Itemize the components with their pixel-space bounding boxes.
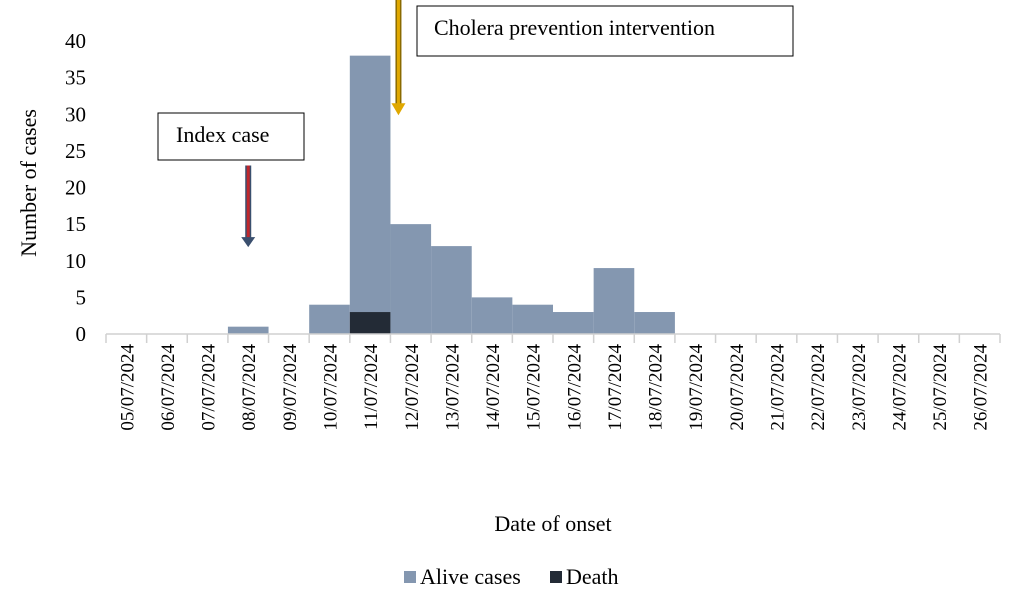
legend-label-death: Death: [566, 564, 619, 589]
bar-alive-cases-11: [553, 312, 594, 334]
bar-alive-cases-7: [390, 224, 432, 334]
x-tick-label: 18/07/2024: [646, 344, 667, 431]
bars-layer: [227, 55, 675, 334]
x-tick-label: 07/07/2024: [199, 344, 220, 431]
x-tick-label: 19/07/2024: [686, 344, 707, 431]
y-tick-label: 35: [65, 66, 86, 90]
bar-alive-cases-5: [309, 304, 350, 334]
bar-alive-cases-12: [593, 268, 635, 334]
index-case-box: [157, 112, 305, 161]
x-tick-label: 22/07/2024: [808, 344, 829, 431]
y-tick-label: 0: [76, 322, 87, 346]
annotations-layer: Index case Cholera prevention interventio…: [157, 0, 794, 248]
x-tick-label: 26/07/2024: [971, 344, 992, 431]
y-tick-label: 25: [65, 139, 86, 163]
y-tick-label: 15: [65, 212, 86, 236]
legend-swatch-death: [550, 571, 562, 583]
bar-alive-cases-8: [431, 246, 472, 334]
axes-layer: 0 5 10 15 20 25 30 35 40 05/07/2024 06/07/2024 07/0…: [65, 29, 1001, 431]
x-tick-label: 06/07/2024: [158, 344, 179, 431]
x-tick-label: 16/07/2024: [564, 344, 585, 431]
bar-alive-cases-9: [471, 297, 513, 334]
y-tick-label: 40: [65, 29, 86, 53]
x-tick-label: 10/07/2024: [321, 344, 342, 431]
x-tick-label: 08/07/2024: [239, 344, 260, 431]
y-tick-label: 5: [76, 285, 87, 309]
x-tick-label: 24/07/2024: [889, 344, 910, 431]
x-tick-label: 25/07/2024: [930, 344, 951, 431]
intervention-arrow-head: [391, 103, 406, 116]
x-tick-label: 20/07/2024: [727, 344, 748, 431]
x-axis-title: Date of onset: [494, 511, 611, 536]
index-case-arrow-head: [241, 237, 256, 248]
x-tick-label: 15/07/2024: [524, 344, 545, 431]
bar-alive-cases-13: [634, 312, 675, 334]
bar-alive-cases-6: [349, 55, 391, 313]
bar-death-6: [349, 312, 391, 334]
x-tick-label: 12/07/2024: [402, 344, 423, 431]
x-tick-label: 09/07/2024: [280, 344, 301, 431]
x-tick-label: 23/07/2024: [849, 344, 870, 431]
bar-alive-cases-3: [227, 326, 269, 334]
legend-swatch-alive-cases: [404, 571, 416, 583]
y-tick-label: 10: [65, 249, 86, 273]
intervention-label: Cholera prevention intervention: [434, 15, 715, 40]
y-tick-label: 30: [65, 102, 86, 126]
intervention-box: [416, 5, 794, 57]
y-tick-label: 20: [65, 176, 86, 200]
y-axis-title: Number of cases: [16, 109, 41, 257]
legend: Alive cases Death: [404, 564, 619, 589]
index-case-label: Index case: [176, 122, 269, 147]
x-tick-label: 21/07/2024: [768, 344, 789, 431]
x-tick-label: 05/07/2024: [117, 344, 138, 431]
x-tick-label: 17/07/2024: [605, 344, 626, 431]
x-tick-label: 14/07/2024: [483, 344, 504, 431]
legend-label-alive-cases: Alive cases: [420, 564, 521, 589]
bar-alive-cases-10: [512, 304, 553, 334]
x-tick-label: 11/07/2024: [361, 344, 382, 430]
x-tick-label: 13/07/2024: [442, 344, 463, 431]
